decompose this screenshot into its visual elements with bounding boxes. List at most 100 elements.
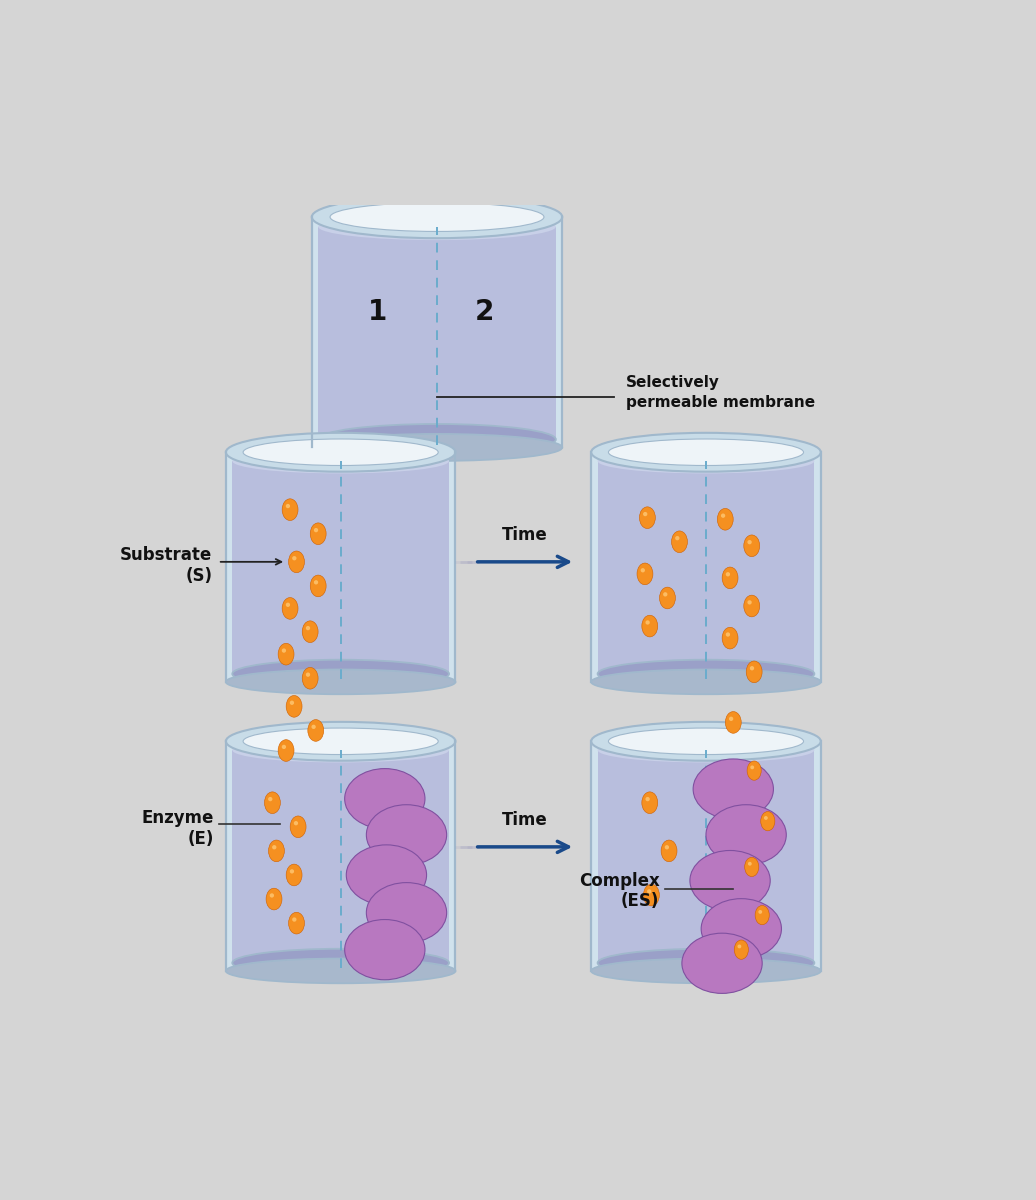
Ellipse shape bbox=[345, 919, 425, 979]
Ellipse shape bbox=[303, 667, 318, 689]
Ellipse shape bbox=[592, 670, 821, 695]
Ellipse shape bbox=[290, 816, 306, 838]
Ellipse shape bbox=[592, 722, 821, 761]
Ellipse shape bbox=[706, 805, 786, 865]
Ellipse shape bbox=[367, 805, 447, 865]
Ellipse shape bbox=[310, 575, 326, 596]
Ellipse shape bbox=[608, 728, 804, 755]
Ellipse shape bbox=[648, 889, 652, 894]
Ellipse shape bbox=[314, 528, 318, 533]
Text: 1: 1 bbox=[368, 298, 387, 325]
Text: 2: 2 bbox=[474, 298, 494, 325]
Ellipse shape bbox=[744, 595, 759, 617]
Ellipse shape bbox=[665, 845, 669, 850]
Polygon shape bbox=[592, 745, 606, 971]
Ellipse shape bbox=[232, 949, 449, 977]
Polygon shape bbox=[318, 227, 556, 439]
Polygon shape bbox=[548, 221, 563, 448]
Ellipse shape bbox=[639, 506, 656, 528]
Ellipse shape bbox=[318, 424, 556, 455]
Ellipse shape bbox=[640, 568, 645, 572]
Text: (S): (S) bbox=[185, 568, 212, 586]
Ellipse shape bbox=[264, 792, 281, 814]
Ellipse shape bbox=[269, 893, 274, 898]
Ellipse shape bbox=[294, 821, 298, 826]
Ellipse shape bbox=[278, 643, 294, 665]
Text: Enzyme: Enzyme bbox=[142, 809, 213, 827]
Ellipse shape bbox=[289, 551, 305, 572]
Ellipse shape bbox=[367, 882, 447, 943]
Ellipse shape bbox=[266, 888, 282, 910]
Ellipse shape bbox=[745, 857, 758, 876]
Ellipse shape bbox=[592, 433, 821, 472]
Ellipse shape bbox=[308, 720, 323, 742]
Text: Complex: Complex bbox=[579, 871, 659, 889]
Ellipse shape bbox=[642, 616, 658, 637]
Ellipse shape bbox=[226, 722, 456, 761]
Ellipse shape bbox=[701, 899, 781, 959]
Text: Substrate: Substrate bbox=[120, 546, 212, 564]
Ellipse shape bbox=[760, 811, 775, 830]
Ellipse shape bbox=[318, 214, 556, 240]
Polygon shape bbox=[312, 221, 326, 448]
Ellipse shape bbox=[660, 587, 675, 608]
Ellipse shape bbox=[690, 851, 770, 911]
Ellipse shape bbox=[598, 738, 814, 762]
Ellipse shape bbox=[750, 766, 754, 769]
Text: Time: Time bbox=[502, 526, 548, 544]
Polygon shape bbox=[232, 461, 449, 674]
Ellipse shape bbox=[598, 949, 814, 977]
Ellipse shape bbox=[722, 628, 738, 649]
Polygon shape bbox=[598, 461, 814, 674]
Ellipse shape bbox=[744, 535, 759, 557]
Ellipse shape bbox=[268, 840, 284, 862]
Ellipse shape bbox=[721, 514, 725, 518]
Ellipse shape bbox=[598, 449, 814, 474]
Ellipse shape bbox=[755, 906, 770, 925]
Ellipse shape bbox=[750, 666, 754, 671]
Ellipse shape bbox=[592, 959, 821, 983]
Ellipse shape bbox=[232, 449, 449, 474]
Ellipse shape bbox=[726, 632, 730, 637]
Polygon shape bbox=[226, 456, 240, 682]
Ellipse shape bbox=[642, 792, 658, 814]
Ellipse shape bbox=[310, 523, 326, 545]
Ellipse shape bbox=[312, 725, 316, 730]
Ellipse shape bbox=[717, 509, 733, 530]
Polygon shape bbox=[806, 456, 821, 682]
Ellipse shape bbox=[286, 864, 303, 886]
Ellipse shape bbox=[645, 797, 650, 802]
Ellipse shape bbox=[286, 602, 290, 607]
Ellipse shape bbox=[748, 862, 752, 865]
Ellipse shape bbox=[645, 620, 650, 625]
Ellipse shape bbox=[312, 434, 563, 461]
Text: (E): (E) bbox=[188, 830, 213, 848]
Ellipse shape bbox=[637, 563, 653, 584]
Ellipse shape bbox=[682, 934, 762, 994]
Ellipse shape bbox=[330, 203, 544, 232]
Ellipse shape bbox=[286, 504, 290, 509]
Ellipse shape bbox=[671, 530, 688, 553]
Ellipse shape bbox=[764, 816, 768, 820]
Ellipse shape bbox=[722, 568, 738, 589]
Ellipse shape bbox=[675, 536, 680, 540]
Polygon shape bbox=[592, 456, 606, 682]
Text: (ES): (ES) bbox=[621, 893, 659, 911]
Ellipse shape bbox=[729, 716, 733, 721]
Ellipse shape bbox=[243, 728, 438, 755]
Ellipse shape bbox=[738, 944, 742, 948]
Ellipse shape bbox=[243, 439, 438, 466]
Ellipse shape bbox=[725, 712, 741, 733]
Ellipse shape bbox=[746, 661, 762, 683]
Ellipse shape bbox=[282, 648, 286, 653]
Ellipse shape bbox=[312, 196, 563, 238]
Ellipse shape bbox=[289, 912, 305, 934]
Ellipse shape bbox=[747, 600, 752, 605]
Ellipse shape bbox=[346, 845, 427, 905]
Polygon shape bbox=[806, 745, 821, 971]
Ellipse shape bbox=[286, 696, 303, 718]
Ellipse shape bbox=[306, 672, 310, 677]
Text: Selectively
permeable membrane: Selectively permeable membrane bbox=[626, 376, 815, 410]
Ellipse shape bbox=[290, 701, 294, 704]
Ellipse shape bbox=[232, 738, 449, 762]
